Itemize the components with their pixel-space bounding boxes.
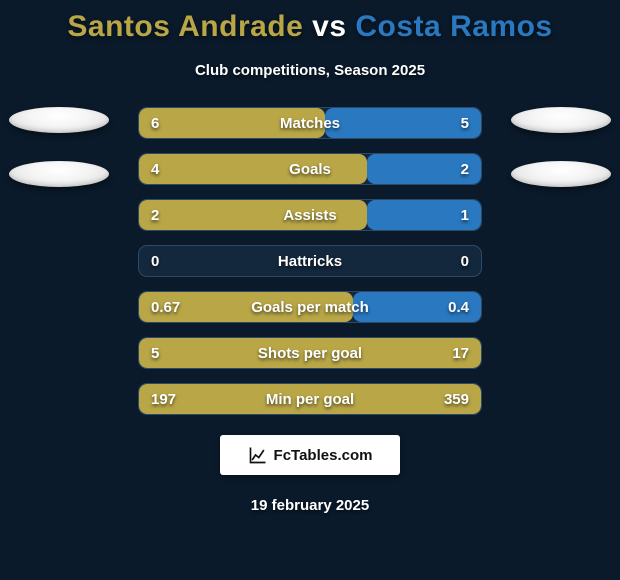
title-player-a: Santos Andrade [67,10,303,43]
value-left: 5 [139,345,189,362]
comparison-stage: 6Matches54Goals22Assists10Hattricks00.67… [0,107,620,415]
title-player-b: Costa Ramos [355,10,552,43]
value-left: 2 [139,207,189,224]
value-right: 1 [431,207,481,224]
value-left: 0 [139,253,189,270]
stat-label: Goals per match [189,299,431,316]
stat-bars: 6Matches54Goals22Assists10Hattricks00.67… [138,107,482,415]
stat-label: Goals [189,161,431,178]
stat-row: 0.67Goals per match0.4 [138,291,482,323]
value-right: 2 [431,161,481,178]
stat-label: Assists [189,207,431,224]
ellipse-icon [511,161,611,187]
stat-row: 4Goals2 [138,153,482,185]
ellipse-icon [511,107,611,133]
stat-row: 0Hattricks0 [138,245,482,277]
stat-row: 5Shots per goal17 [138,337,482,369]
stat-row: 197Min per goal359 [138,383,482,415]
value-left: 0.67 [139,299,189,316]
value-right: 5 [431,115,481,132]
source-logo: FcTables.com [220,435,400,475]
logo-text: FcTables.com [274,447,373,464]
stat-label: Hattricks [189,253,431,270]
stat-row: 2Assists1 [138,199,482,231]
value-right: 17 [431,345,481,362]
avatar-placeholder-right [506,107,616,187]
stat-label: Min per goal [189,391,431,408]
avatar-placeholder-left [4,107,114,187]
ellipse-icon [9,161,109,187]
value-left: 197 [139,391,189,408]
ellipse-icon [9,107,109,133]
stat-row: 6Matches5 [138,107,482,139]
value-right: 0.4 [431,299,481,316]
chart-icon [248,445,268,465]
stat-label: Matches [189,115,431,132]
value-right: 0 [431,253,481,270]
page-title: Santos Andrade vs Costa Ramos [0,0,620,44]
value-right: 359 [431,391,481,408]
stat-label: Shots per goal [189,345,431,362]
subtitle: Club competitions, Season 2025 [0,62,620,79]
title-vs: vs [312,10,346,43]
value-left: 4 [139,161,189,178]
value-left: 6 [139,115,189,132]
date-line: 19 february 2025 [0,497,620,514]
